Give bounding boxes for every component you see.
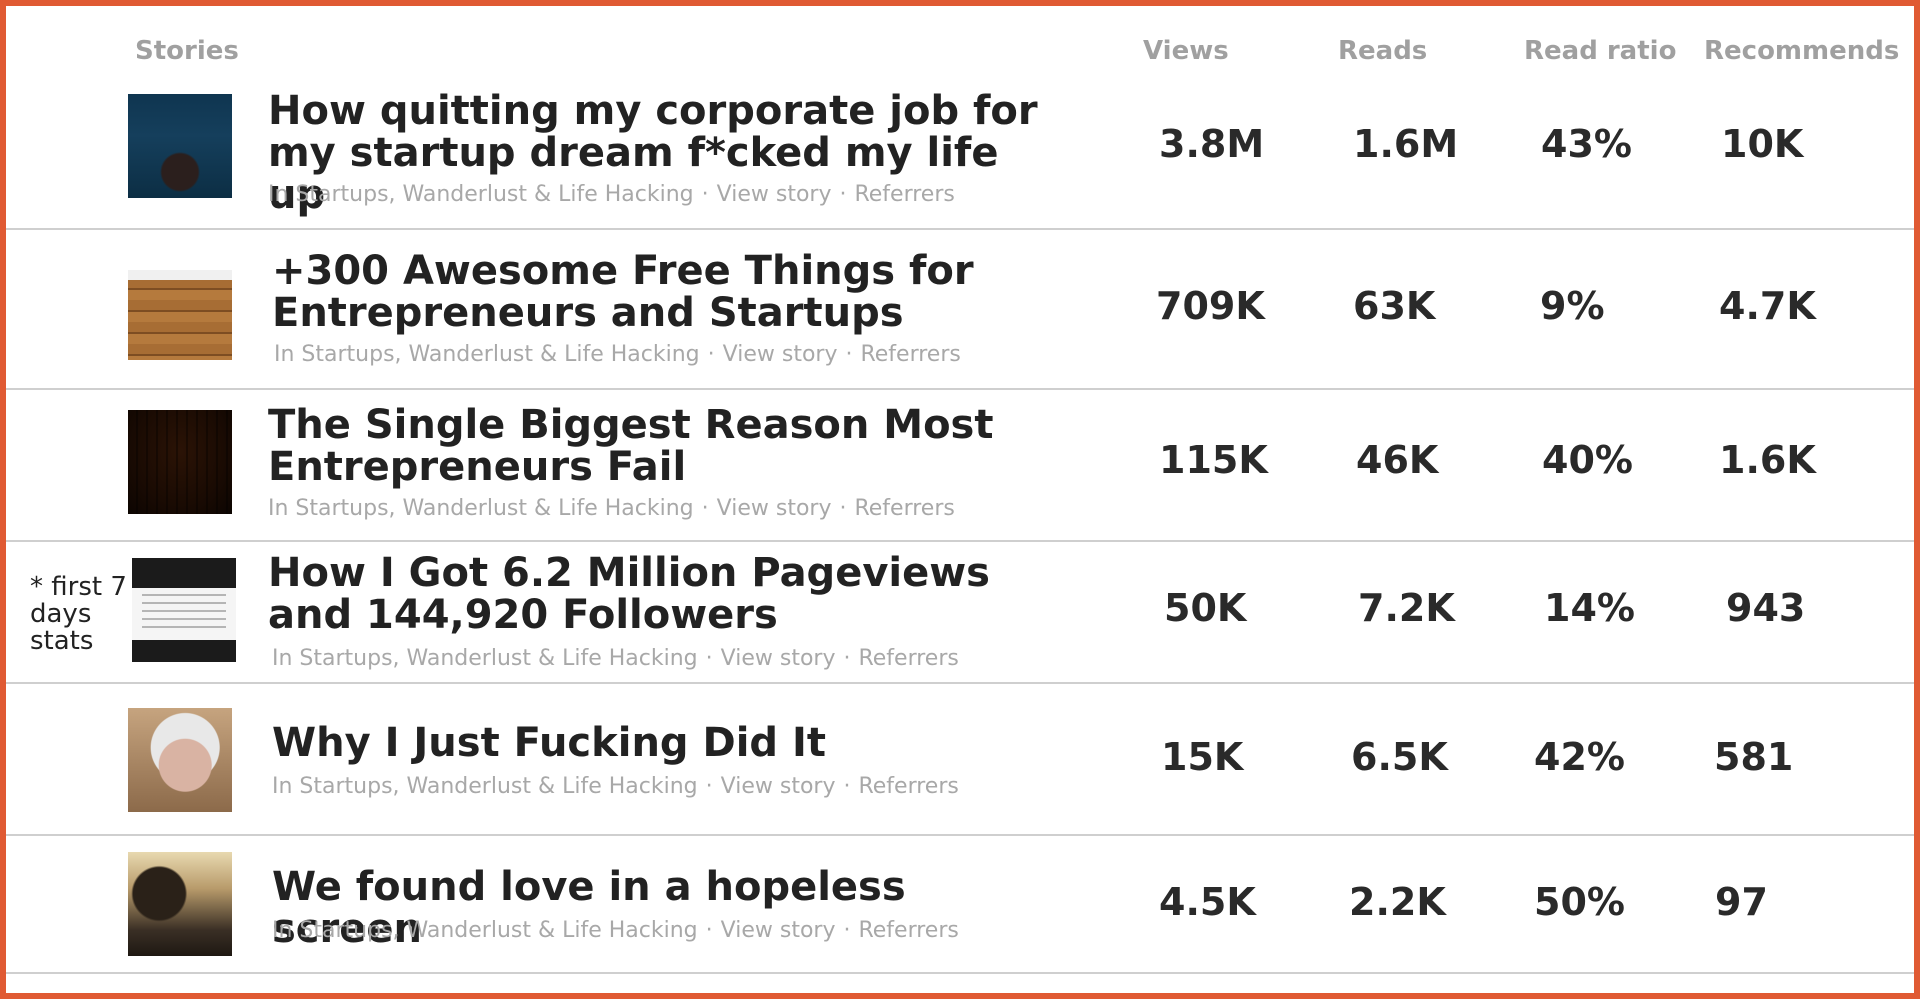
meta-separator: ·: [839, 182, 847, 207]
meta-separator: ·: [701, 182, 709, 207]
views-value: 115K: [1159, 438, 1268, 482]
reads-value: 6.5K: [1351, 735, 1448, 779]
story-meta: In Startups, Wanderlust & Life Hacking · V…: [268, 182, 955, 207]
publication-label: In Startups, Wanderlust & Life Hacking: [274, 342, 700, 367]
reads-value: 7.2K: [1358, 586, 1455, 630]
story-row: * first 7 days stats How I Got 6.2 Milli…: [6, 542, 1914, 684]
recommends-value: 4.7K: [1719, 284, 1816, 328]
read-ratio-value: 9%: [1540, 284, 1605, 328]
referrers-link[interactable]: Referrers: [858, 774, 959, 799]
recommends-value: 10K: [1721, 122, 1804, 166]
recommends-value: 943: [1726, 586, 1806, 630]
view-story-link[interactable]: View story: [716, 496, 832, 521]
story-meta: In Startups, Wanderlust & Life Hacking · V…: [268, 496, 955, 521]
meta-separator: ·: [701, 496, 709, 521]
referrers-link[interactable]: Referrers: [854, 182, 955, 207]
referrers-link[interactable]: Referrers: [854, 496, 955, 521]
story-meta: In Startups, Wanderlust & Life Hacking · V…: [274, 342, 961, 367]
table-header: Stories Views Reads Read ratio Recommend…: [6, 6, 1914, 90]
referrers-link[interactable]: Referrers: [858, 646, 959, 671]
story-title[interactable]: The Single Biggest Reason Most Entrepren…: [268, 402, 994, 490]
views-value: 3.8M: [1159, 122, 1265, 166]
recommends-value: 97: [1715, 880, 1768, 924]
story-thumbnail-wooden-desk[interactable]: [128, 256, 232, 360]
view-story-link[interactable]: View story: [716, 182, 832, 207]
referrers-link[interactable]: Referrers: [858, 918, 959, 943]
read-ratio-value: 14%: [1544, 586, 1635, 630]
story-row: +300 Awesome Free Things for Entrepreneu…: [6, 230, 1914, 390]
recommends-value: 581: [1714, 735, 1794, 779]
views-value: 50K: [1164, 586, 1247, 630]
reads-value: 2.2K: [1349, 880, 1446, 924]
story-title[interactable]: We found love in a hopeless screen: [272, 864, 906, 952]
reads-value: 46K: [1356, 438, 1439, 482]
recommends-value: 1.6K: [1719, 438, 1816, 482]
read-ratio-value: 50%: [1534, 880, 1625, 924]
story-meta: In Startups, Wanderlust & Life Hacking · V…: [272, 918, 959, 943]
publication-label: In Startups, Wanderlust & Life Hacking: [268, 182, 694, 207]
story-row: Why I Just Fucking Did It In Startups, W…: [6, 684, 1914, 836]
story-title[interactable]: Why I Just Fucking Did It: [272, 720, 826, 766]
story-meta: In Startups, Wanderlust & Life Hacking · V…: [272, 646, 959, 671]
story-thumbnail-underwater[interactable]: [128, 94, 232, 198]
meta-separator: ·: [705, 646, 713, 671]
story-title[interactable]: How quitting my corporate job for my sta…: [268, 88, 1038, 218]
read-ratio-value: 42%: [1534, 735, 1625, 779]
view-story-link[interactable]: View story: [722, 342, 838, 367]
meta-separator: ·: [843, 774, 851, 799]
meta-separator: ·: [845, 342, 853, 367]
story-thumbnail-stats-dashboard[interactable]: [132, 558, 236, 662]
first-7-days-note: * first 7 days stats: [30, 572, 127, 656]
view-story-link[interactable]: View story: [720, 918, 836, 943]
views-value: 709K: [1156, 284, 1265, 328]
column-header-reads[interactable]: Reads: [1338, 36, 1428, 66]
story-thumbnail-sunset[interactable]: [128, 852, 232, 956]
meta-separator: ·: [707, 342, 715, 367]
reads-value: 63K: [1353, 284, 1436, 328]
story-title[interactable]: +300 Awesome Free Things for Entrepreneu…: [272, 248, 974, 336]
column-header-recommends[interactable]: Recommends: [1704, 36, 1900, 66]
view-story-link[interactable]: View story: [720, 774, 836, 799]
publication-label: In Startups, Wanderlust & Life Hacking: [272, 646, 698, 671]
reads-value: 1.6M: [1353, 122, 1459, 166]
story-meta: In Startups, Wanderlust & Life Hacking · V…: [272, 774, 959, 799]
meta-separator: ·: [705, 918, 713, 943]
column-header-stories[interactable]: Stories: [135, 36, 239, 66]
meta-separator: ·: [839, 496, 847, 521]
read-ratio-value: 43%: [1541, 122, 1632, 166]
story-title[interactable]: How I Got 6.2 Million Pageviews and 144,…: [268, 550, 990, 638]
story-row: The Single Biggest Reason Most Entrepren…: [6, 390, 1914, 542]
story-row: How quitting my corporate job for my sta…: [6, 90, 1914, 230]
story-thumbnail-wood-room[interactable]: [128, 410, 232, 514]
story-thumbnail-grimacing-woman[interactable]: [128, 708, 232, 812]
views-value: 4.5K: [1159, 880, 1256, 924]
view-story-link[interactable]: View story: [720, 646, 836, 671]
column-header-read-ratio[interactable]: Read ratio: [1524, 36, 1677, 66]
meta-separator: ·: [843, 918, 851, 943]
meta-separator: ·: [843, 646, 851, 671]
meta-separator: ·: [705, 774, 713, 799]
referrers-link[interactable]: Referrers: [860, 342, 961, 367]
publication-label: In Startups, Wanderlust & Life Hacking: [272, 918, 698, 943]
views-value: 15K: [1161, 735, 1244, 779]
read-ratio-value: 40%: [1542, 438, 1633, 482]
publication-label: In Startups, Wanderlust & Life Hacking: [272, 774, 698, 799]
column-header-views[interactable]: Views: [1143, 36, 1229, 66]
story-row: We found love in a hopeless screen In St…: [6, 836, 1914, 974]
publication-label: In Startups, Wanderlust & Life Hacking: [268, 496, 694, 521]
dashboard-table-lines: [142, 594, 226, 634]
